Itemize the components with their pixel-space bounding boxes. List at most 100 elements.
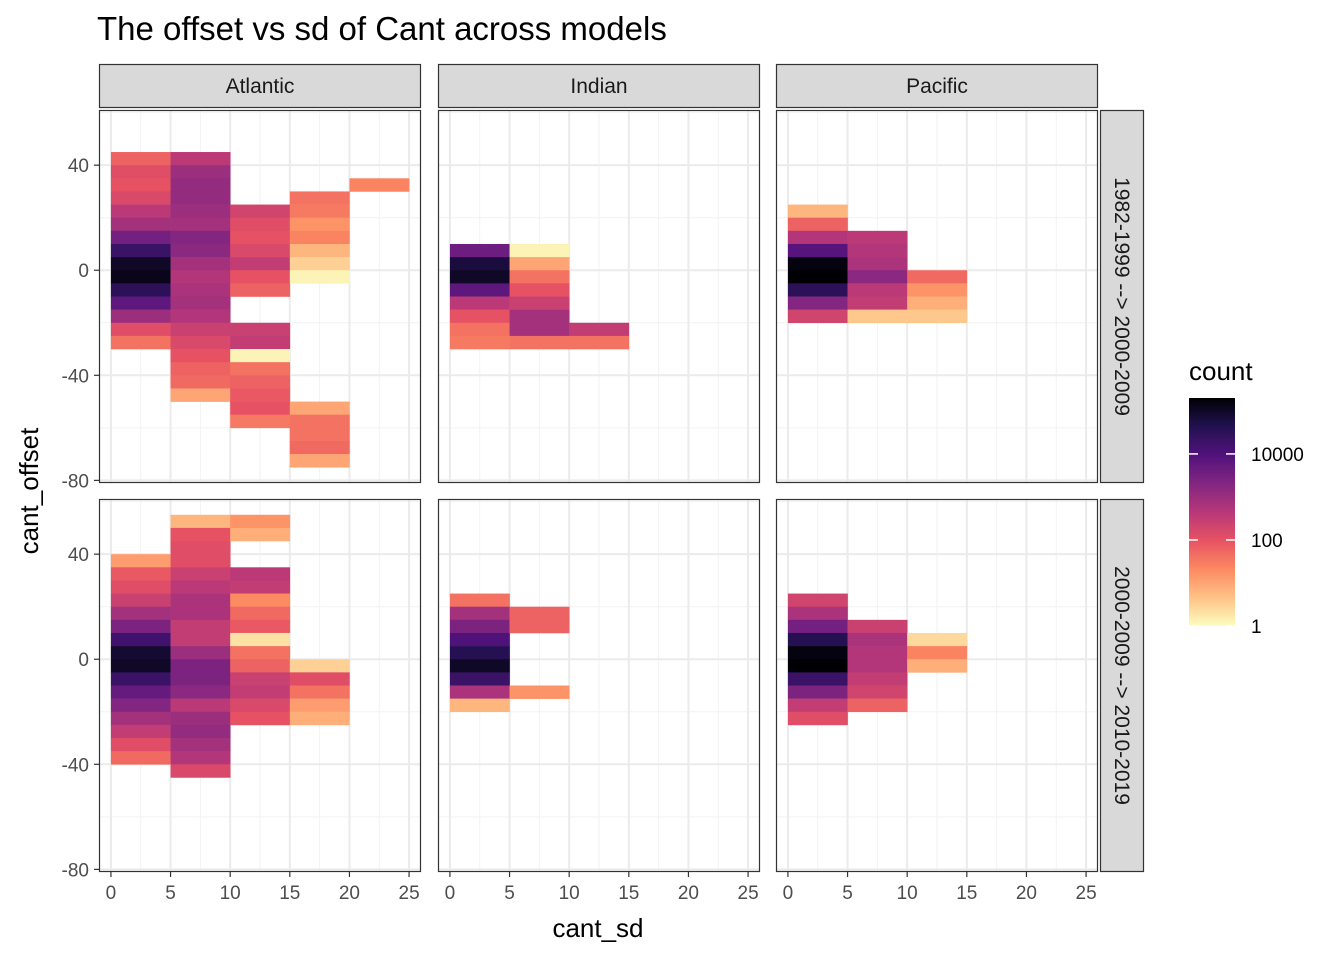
heatmap-cell [289,270,350,284]
heatmap-tiles [787,593,968,726]
heatmap-cell [847,283,908,297]
x-tick-label: 10 [559,883,580,904]
heatmap-cell [110,711,171,726]
heatmap-cell [569,335,630,350]
heatmap-cell [230,567,291,581]
heatmap-cell [449,270,510,284]
heatmap-cell [230,698,291,713]
heatmap-cell [110,322,171,337]
y-tick-label: -80 [62,471,89,492]
heatmap-cell [787,672,848,686]
panel-indian-row2 [437,498,761,873]
heatmap-cell [787,659,848,673]
heatmap-cell [449,632,510,647]
heatmap-cell [110,217,171,232]
panel-indian-row1 [437,109,761,484]
heatmap-cell [170,270,231,284]
heatmap-cell [110,165,171,179]
heatmap-cell [449,619,510,634]
strip-background [1099,109,1145,484]
heatmap-cell [449,593,510,607]
heatmap-cell [170,230,231,245]
heatmap-cell [230,646,291,660]
heatmap-cell [110,567,171,581]
heatmap-cell [289,685,350,699]
heatmap-cell [509,243,570,258]
strip-label: Pacific [906,75,968,98]
heatmap-cell [110,580,171,594]
heatmap-cell [847,632,908,647]
heatmap-cell [787,217,848,232]
heatmap-cell [509,270,570,284]
heatmap-cell [847,685,908,699]
heatmap-cell [289,454,350,468]
heatmap-cell [787,296,848,310]
heatmap-cell [449,606,510,621]
heatmap-cell [170,165,231,179]
heatmap-cell [170,217,231,232]
heatmap-cell [449,257,510,271]
heatmap-cell [787,698,848,713]
heatmap-cell [110,593,171,607]
heatmap-cell [110,646,171,660]
y-tick-label: 40 [68,156,89,177]
x-tick-label: 5 [842,883,853,904]
heatmap-cell [509,685,570,699]
heatmap-cell [170,527,231,542]
heatmap-cell [907,296,968,310]
heatmap-cell [230,514,291,529]
heatmap-cell [170,514,231,529]
heatmap-cell [230,230,291,245]
heatmap-cell [787,593,848,607]
heatmap-cell [170,178,231,192]
heatmap-cell [907,283,968,297]
heatmap-cell [847,243,908,258]
heatmap-cell [847,659,908,673]
x-tick-label: 25 [399,883,420,904]
strip-background [1099,498,1145,873]
heatmap-cell [289,698,350,713]
axes: 0 5 10 15 20 25 0 5 10 15 20 25 0 5 10 15 20 25 40 0 -40 -80 4… [62,156,1097,904]
heatmap-cell [289,217,350,232]
heatmap-cell [787,606,848,621]
heatmap-cell [230,414,291,429]
x-tick-label: 20 [1016,883,1037,904]
heatmap-cell [170,606,231,621]
heatmap-cell [110,698,171,713]
heatmap-cell [787,685,848,699]
heatmap-cell [847,698,908,713]
heatmap-cell [170,685,231,699]
panel-border [98,109,422,484]
heatmap-cell [509,335,570,350]
heatmap-cell [170,751,231,765]
heatmap-cell [230,580,291,594]
heatmap-cell [289,711,350,726]
heatmap-cell [170,646,231,660]
heatmap-cell [110,309,171,324]
heatmap-cell [907,646,968,660]
heatmap-cell [787,257,848,271]
y-tick-label: -40 [62,366,89,387]
heatmap-tiles [787,204,968,324]
heatmap-cell [847,270,908,284]
heatmap-cell [170,724,231,739]
heatmap-cell [289,204,350,218]
heatmap-cell [230,527,291,542]
heatmap-cell [170,191,231,205]
heatmap-cell [847,646,908,660]
panel-grid [98,109,1099,873]
x-tick-label: 5 [165,883,176,904]
heatmap-cell [289,243,350,258]
heatmap-cell [847,309,908,324]
facet-strips: Atlantic Indian Pacific 1982-1999 --> 2000-… [98,63,1145,873]
heatmap-cell [170,711,231,726]
heatmap-cell [230,619,291,634]
heatmap-cell [110,685,171,699]
heatmap-cell [230,335,291,350]
heatmap-cell [787,646,848,660]
heatmap-cell [230,375,291,389]
heatmap-cell [110,191,171,205]
legend-title: count [1189,356,1253,386]
strip-atlantic: Atlantic [98,63,422,109]
heatmap-cell [170,593,231,607]
